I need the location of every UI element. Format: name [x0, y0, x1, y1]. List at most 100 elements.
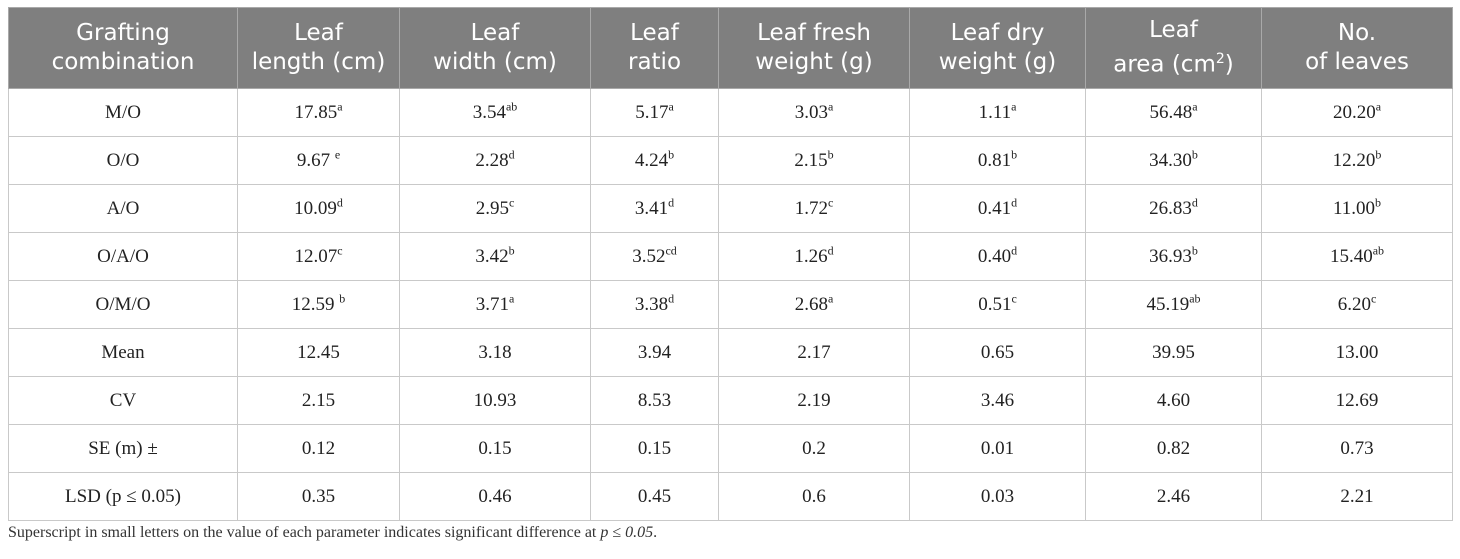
cell-value: 6.20: [1337, 293, 1371, 315]
column-header-line2-text: weight (g): [938, 49, 1057, 75]
cell-value: 9.67: [296, 149, 335, 171]
cell-value: 1.26: [794, 245, 828, 267]
cell-value: 10.09: [294, 197, 337, 219]
table-cell: 0.40d: [909, 232, 1086, 281]
significance-letter: ab: [1372, 243, 1385, 258]
significance-letter: c: [1370, 291, 1377, 306]
cell-value: 36.93: [1149, 245, 1192, 267]
cell-value: 3.54: [472, 101, 506, 123]
significance-letter: d: [1011, 243, 1018, 258]
table-cell: 39.95: [1085, 328, 1262, 377]
table-cell: 2.17: [718, 328, 910, 377]
column-header-line2: of leaves: [1262, 48, 1452, 77]
column-header-line1: Leaf: [630, 20, 679, 46]
row-label: CV: [8, 376, 238, 425]
cell-value: 13.00: [1335, 341, 1379, 363]
significance-letter: d: [668, 291, 675, 306]
row-label: SE (m) ±: [8, 424, 238, 473]
significance-letter: d: [668, 195, 675, 210]
table-cell: 2.19: [718, 376, 910, 425]
table-cell: 2.68a: [718, 280, 910, 329]
table-cell: 3.41d: [590, 184, 719, 233]
column-header: Leaf area (cm2): [1085, 7, 1262, 89]
cell-value: 3.03: [794, 101, 828, 123]
table-cell: 6.20c: [1261, 280, 1453, 329]
table-cell: 0.73: [1261, 424, 1453, 473]
cell-value: 2.15: [301, 389, 336, 411]
table-cell: 12.20b: [1261, 136, 1453, 185]
table-cell: 10.93: [399, 376, 591, 425]
table-row: M/O 17.85a 3.54ab 5.17a 3.03a 1.11a 56.48a 20.2…: [8, 88, 1453, 137]
row-label: O/A/O: [8, 232, 238, 281]
significance-letter: b: [339, 291, 346, 306]
cell-value: 4.24: [634, 149, 669, 171]
significance-letter: b: [1375, 195, 1382, 210]
leaf-parameters-table: Grafting combination Leaf length (cm) Leaf wi…: [8, 7, 1453, 521]
cell-value: 2.95: [475, 197, 509, 219]
table-cell: 12.45: [237, 328, 400, 377]
table-cell: 26.83d: [1085, 184, 1262, 233]
cell-value: 2.17: [797, 341, 831, 363]
table-cell: 0.82: [1085, 424, 1262, 473]
cell-value: 0.03: [980, 485, 1015, 507]
cell-value: 2.68: [794, 293, 828, 315]
column-header-line2-text: weight (g): [755, 49, 873, 75]
cell-value: 45.19: [1146, 293, 1190, 315]
cell-value: 3.94: [637, 341, 672, 363]
significance-letter: c: [508, 195, 515, 210]
cell-value: 3.42: [475, 245, 509, 267]
table-cell: 4.60: [1085, 376, 1262, 425]
cell-value: 4.60: [1156, 389, 1191, 411]
table-cell: 3.71a: [399, 280, 591, 329]
cell-value: 0.15: [478, 437, 512, 459]
table-cell: 0.46: [399, 472, 591, 521]
cell-value: 3.46: [980, 389, 1015, 411]
significance-letter: c: [1011, 291, 1017, 306]
column-header-line1: Leaf fresh: [757, 20, 871, 46]
table-cell: 0.2: [718, 424, 910, 473]
cell-value: 12.20: [1332, 149, 1376, 171]
cell-value: 0.46: [478, 485, 512, 507]
column-header-superscript: 2: [1215, 51, 1225, 68]
significance-letter: d: [508, 147, 515, 162]
table-cell: 2.21: [1261, 472, 1453, 521]
cell-value: 3.18: [478, 341, 512, 363]
cell-value: 0.81: [977, 149, 1012, 171]
significance-letter: c: [337, 243, 343, 258]
table-cell: 0.15: [590, 424, 719, 473]
column-header-suffix: ): [1224, 51, 1234, 78]
cell-value: 10.93: [473, 389, 517, 411]
cell-value: 0.45: [637, 485, 672, 507]
column-header-line2: length (cm): [238, 48, 399, 77]
table-cell: 9.67 e: [237, 136, 400, 185]
cell-value: 3.52: [632, 245, 666, 267]
table-cell: 56.48a: [1085, 88, 1262, 137]
table-cell: 3.38d: [590, 280, 719, 329]
table-cell: 12.07c: [237, 232, 400, 281]
cell-value: 15.40: [1329, 245, 1373, 267]
table-cell: 12.69: [1261, 376, 1453, 425]
table-cell: 3.42b: [399, 232, 591, 281]
table-cell: 2.46: [1085, 472, 1262, 521]
significance-letter: d: [827, 243, 834, 258]
cell-value: 0.01: [980, 437, 1015, 459]
cell-value: 0.40: [977, 245, 1012, 267]
row-label: Mean: [8, 328, 238, 377]
table-row: A/O 10.09d 2.95c 3.41d 1.72c 0.41d 26.83d 11.00…: [8, 184, 1453, 233]
table-cell: 3.18: [399, 328, 591, 377]
footnote-significance: p ≤ 0.05: [600, 524, 654, 541]
table-cell: 0.6: [718, 472, 910, 521]
table-cell: 1.11a: [909, 88, 1086, 137]
cell-value: 12.07: [294, 245, 338, 267]
table-row: LSD (p ≤ 0.05) 0.35 0.46 0.45 0.6 0.03 2.46 2.2…: [8, 472, 1453, 521]
table-cell: 2.15b: [718, 136, 910, 185]
table-cell: 5.17a: [590, 88, 719, 137]
table-cell: 1.26d: [718, 232, 910, 281]
table-row: O/A/O 12.07c 3.42b 3.52cd 1.26d 0.40d 36.93b 15…: [8, 232, 1453, 281]
column-header-line2: area (cm2): [1086, 45, 1261, 80]
table-cell: 2.95c: [399, 184, 591, 233]
table-cell: 3.94: [590, 328, 719, 377]
table-row: O/M/O 12.59 b 3.71a 3.38d 2.68a 0.51c 45.19ab 6…: [8, 280, 1453, 329]
table-footnote: Superscript in small letters on the valu…: [8, 524, 657, 542]
significance-letter: b: [508, 243, 515, 258]
